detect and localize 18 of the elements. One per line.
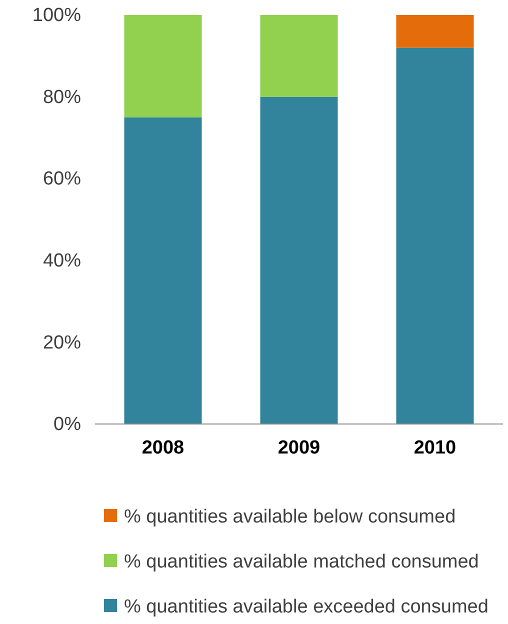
bar (124, 117, 202, 424)
y-tick-label: 0% (54, 414, 82, 436)
x-tick-label: 2010 (414, 437, 456, 458)
legend-label: % quantities available exceeded consumed (124, 596, 488, 618)
legend-label: % quantities available matched consumed (124, 552, 479, 573)
x-tick-label: 2008 (142, 437, 184, 458)
y-tick-label: 20% (42, 332, 82, 354)
bar (260, 15, 338, 97)
y-tick-label: 100% (32, 5, 82, 26)
bar (396, 15, 474, 48)
bar (396, 48, 474, 424)
bar (124, 15, 202, 118)
bar (260, 96, 338, 424)
x-tick-label: 2009 (278, 437, 320, 458)
y-tick-label: 60% (42, 168, 82, 190)
y-tick-label: 80% (42, 86, 82, 108)
y-tick-label: 40% (42, 250, 82, 272)
legend-label: % quantities available below consumed (124, 506, 456, 528)
